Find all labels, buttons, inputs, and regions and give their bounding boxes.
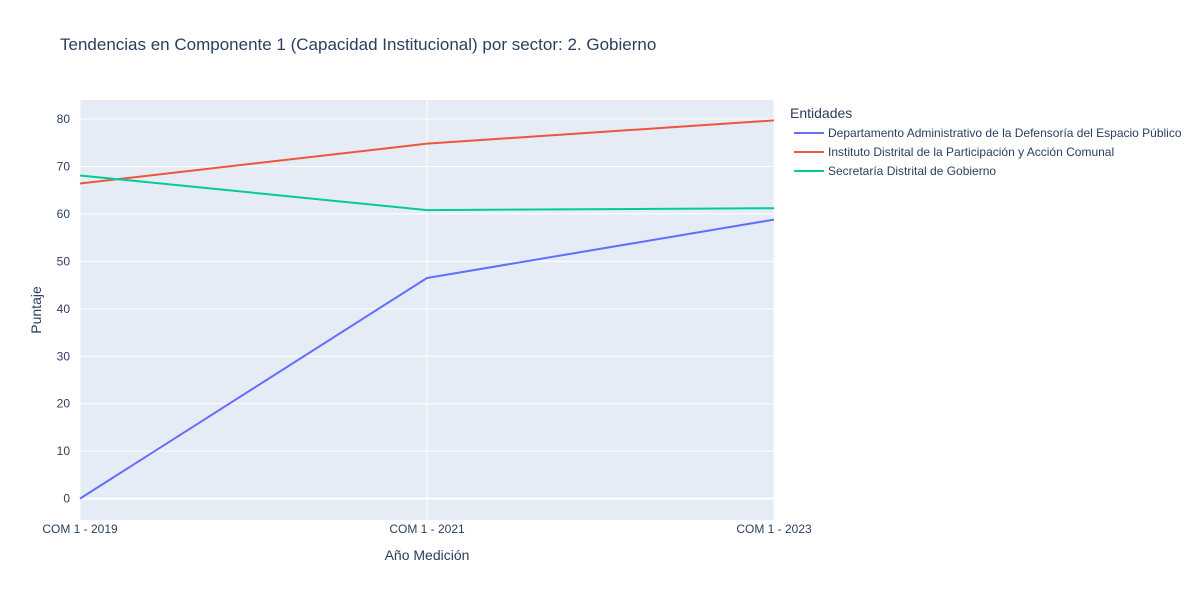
chart-title: Tendencias en Componente 1 (Capacidad In…	[60, 35, 656, 54]
legend-label-1: Departamento Administrativo de la Defens…	[828, 126, 1182, 140]
y-tick-label: 20	[57, 397, 71, 411]
series-lines	[79, 119, 775, 500]
y-tick-label: 50	[57, 254, 71, 268]
y-tick-label: 60	[57, 207, 71, 221]
legend-label-3: Secretaría Distrital de Gobierno	[828, 164, 996, 178]
y-tick-label: 0	[63, 492, 70, 506]
y-tick-label: 80	[57, 112, 71, 126]
x-axis-ticks: COM 1 - 2019 COM 1 - 2021 COM 1 - 2023	[42, 522, 812, 536]
y-axis-ticks: 0 10 20 30 40 50 60 70 80	[57, 112, 71, 506]
legend-title: Entidades	[790, 105, 852, 121]
series-line-3	[79, 174, 775, 212]
y-axis-title: Puntaje	[28, 286, 44, 334]
y-tick-label: 70	[57, 159, 71, 173]
series-line-1	[79, 218, 775, 500]
y-tick-label: 40	[57, 302, 71, 316]
x-tick-label: COM 1 - 2023	[736, 522, 812, 536]
x-axis-title: Año Medición	[385, 547, 470, 563]
legend-label-2: Instituto Distrital de la Participación …	[828, 145, 1114, 159]
grid-lines	[79, 100, 775, 520]
legend-items: Departamento Administrativo de la Defens…	[794, 126, 1182, 178]
x-tick-label: COM 1 - 2019	[42, 522, 118, 536]
series-line-2	[79, 119, 775, 185]
legend: Entidades Departamento Administrativo de…	[790, 105, 1182, 178]
y-tick-label: 10	[57, 444, 71, 458]
y-tick-label: 30	[57, 349, 71, 363]
x-tick-label: COM 1 - 2021	[389, 522, 465, 536]
